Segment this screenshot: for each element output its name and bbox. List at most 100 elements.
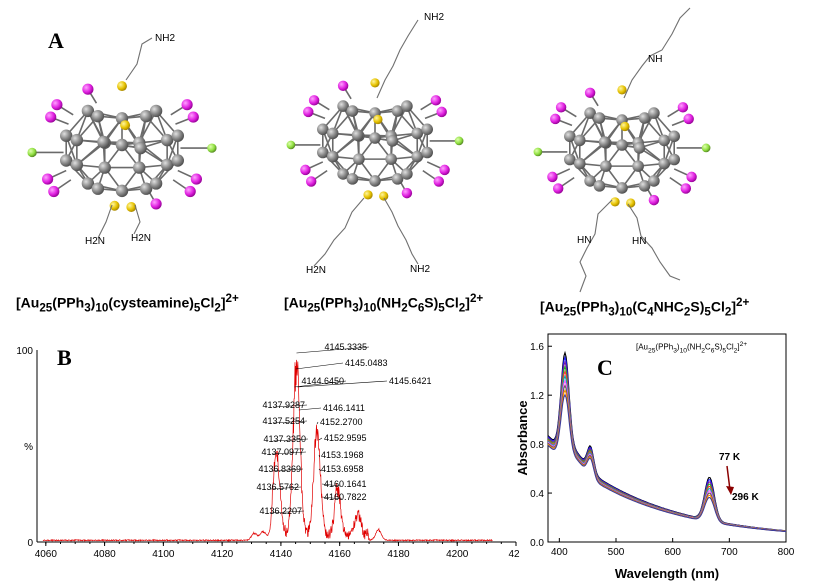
ms-x-tick-label: 4100 [152,549,175,560]
gold-atom [564,130,576,143]
uv-x-tick-label: 500 [608,547,625,558]
phosphorus-atom [51,99,63,111]
gold-atom [385,153,397,165]
ms-peak-label: 4145.3335 [324,342,367,352]
gold-atom [98,161,111,174]
ligand-chain [623,7,691,99]
gold-atom [593,180,606,192]
gold-atom [115,184,129,198]
ms-peak-leader [294,380,347,388]
ligand-label: NH2 [424,12,445,23]
phosphorus-atom [187,111,199,123]
ms-x-tick-label: 42 [508,549,520,560]
gold-atom [346,173,359,185]
ms-peak-leader [318,468,322,472]
ms-x-tick-label: 4160 [329,549,352,560]
formula-aminohexanethiol: [Au25(PPh3)10(NH2C6S)5Cl2]2+ [284,292,484,315]
uv-arrow-shaft [726,465,731,491]
ms-peak-leader [321,496,343,500]
panel-c-letter: C [597,355,613,380]
gold-atom [134,141,147,155]
ms-peak-label: 4137.3350 [263,434,306,444]
gold-atom [337,100,349,112]
formula-cysteamine: [Au25(PPh3)10(cysteamine)5Cl2]2+ [16,292,239,315]
gold-atom [573,134,586,147]
uv-x-tick-label: 600 [664,547,681,558]
uv-series-line [547,369,787,532]
gold-atom [369,132,381,144]
ligand-label: NH2 [410,264,431,275]
ms-y-tick-label: % [24,442,33,453]
gold-atom [115,138,129,152]
ms-peak-leader [298,407,322,411]
gold-atom [91,109,105,123]
gold-atom [353,153,365,165]
phosphorus-atom [550,113,561,125]
ligand-label: H2N [306,265,327,276]
gold-atom [411,150,424,163]
ms-x-tick-label: 4120 [211,549,234,560]
sulfur-atom [617,85,627,95]
gold-atom [70,158,84,172]
chlorine-atom [533,147,543,157]
phosphorus-atom [308,95,320,106]
uv-x-tick-label: 400 [551,547,568,558]
uv-series-line [547,393,787,533]
ms-peak-label: 4137.0977 [261,447,304,457]
sulfur-atom [363,190,373,200]
gold-atom [133,161,146,174]
chlorine-atom [27,147,37,158]
ms-peak-label: 4145.6421 [389,376,432,386]
phosphorus-atom [555,102,567,113]
gold-atom [638,180,651,192]
gold-atom [139,182,153,195]
ms-peak-leader [296,346,370,354]
phosphorus-atom [686,171,697,183]
gold-atom [573,157,586,170]
chlorine-atom [286,140,296,150]
phosphorus-atom [82,83,94,95]
uv-y-axis-label: Absorbance [515,400,530,475]
ms-peak-leader [295,362,344,370]
gold-atom [346,105,359,117]
gold-atom [91,182,105,195]
ms-peak-leader [272,438,309,442]
ms-peak-label: 4146.1411 [323,403,365,413]
uv-series-line [547,355,787,532]
gold-atom [317,146,329,159]
ms-peak-label: 4160.1641 [324,479,367,489]
phosphorus-atom [436,106,447,118]
ms-peak-leader [270,486,302,490]
chlorine-atom [207,143,217,153]
gold-atom [337,168,349,180]
gold-atom [386,135,399,147]
gold-atom [421,123,434,136]
sulfur-atom [373,114,383,125]
uv-y-tick-label: 1.6 [530,342,544,353]
au25-cluster [533,85,711,208]
phosphorus-atom [433,176,445,187]
phosphorus-atom [683,113,694,125]
gold-atom [648,107,660,119]
uv-chart-title: [Au25(PPh3)10(NH2C6S)5Cl2]2+ [636,341,748,355]
chlorine-atom [701,143,711,153]
gold-atom [584,175,596,187]
gold-atom [70,133,84,147]
phosphorus-atom [401,187,413,199]
gold-atom [171,129,184,142]
ms-y-tick-label: 100 [16,346,33,357]
ligand-chain [579,199,613,293]
ms-spectrum-trace [42,359,493,542]
uv-annotation-bottom: 296 K [732,492,759,503]
uv-series-line [547,365,787,532]
gold-atom [160,133,174,147]
sulfur-atom [620,121,630,132]
gold-atom [632,160,644,172]
ms-peak-leader [272,451,307,455]
ligand-chain [97,204,113,239]
gold-atom [401,100,413,112]
ms-x-tick-label: 4060 [35,549,58,560]
phosphorus-atom [303,106,314,118]
